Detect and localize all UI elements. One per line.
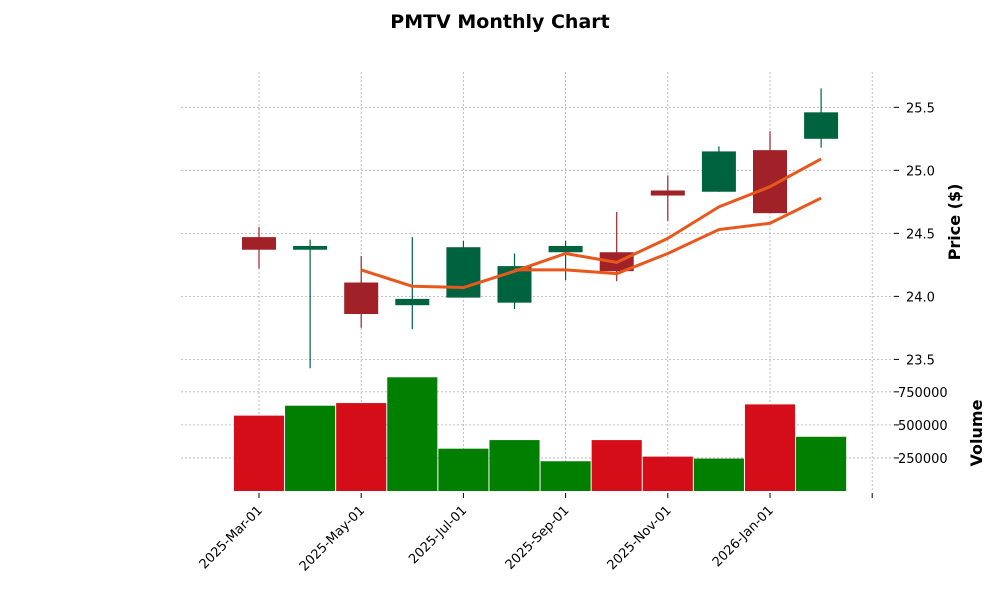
price-tick-label: 25.0 — [906, 164, 935, 179]
candlesticks — [242, 88, 839, 369]
price-tick-label: 23.5 — [906, 353, 935, 368]
price-axis: 23.5 24.0 24.5 25.0 25.5 — [894, 101, 935, 368]
date-tick-label: 2025-May-01 — [297, 503, 368, 574]
candle-body — [242, 237, 276, 250]
volume-tick-label: 750000 — [898, 386, 948, 401]
volume-bar — [285, 405, 336, 491]
candle-body — [293, 245, 328, 250]
moving-average-short-line — [360, 157, 822, 290]
date-tick-label: 2025-Jul-01 — [406, 503, 470, 567]
volume-bar — [489, 440, 540, 491]
volume-bar — [642, 456, 693, 491]
volume-axis-title: Volume — [967, 399, 986, 466]
date-tick-label: 2025-Nov-01 — [605, 503, 675, 573]
candle-body — [548, 245, 583, 253]
volume-bar — [796, 436, 847, 491]
volume-tick-label: 500000 — [898, 419, 948, 434]
date-tick-label: 2025-Sep-01 — [503, 503, 573, 573]
volume-bar — [438, 448, 489, 491]
chart-title: PMTV Monthly Chart — [390, 11, 609, 33]
price-grid — [181, 72, 894, 372]
volume-bar — [233, 415, 285, 491]
volume-bar — [387, 377, 438, 491]
moving-average-long-line — [514, 196, 822, 276]
candle-body — [395, 298, 430, 306]
volume-bar — [693, 458, 744, 491]
volume-bars — [233, 377, 847, 491]
volume-bar — [336, 403, 387, 491]
price-tick-label: 25.5 — [906, 101, 935, 116]
volume-bar — [744, 404, 796, 491]
price-axis-title: Price ($) — [945, 184, 964, 261]
date-axis: 2025-Mar-01 2025-May-01 2025-Jul-01 2025-Se… — [197, 493, 873, 574]
volume-axis: 250000 500000 750000 — [894, 386, 948, 467]
volume-bar — [591, 440, 642, 491]
price-tick-label: 24.5 — [906, 227, 935, 242]
candle-body — [804, 112, 839, 139]
candle-body — [344, 282, 379, 315]
date-tick-label: 2025-Mar-01 — [197, 503, 266, 572]
date-tick-label: 2026-Jan-01 — [710, 503, 777, 570]
moving-averages — [360, 157, 822, 290]
volume-bar — [540, 461, 591, 491]
volume-tick-label: 250000 — [898, 452, 948, 467]
candle-body — [701, 151, 736, 192]
candle-body — [650, 190, 685, 196]
price-tick-label: 24.0 — [906, 290, 935, 305]
candle-body — [446, 247, 481, 298]
